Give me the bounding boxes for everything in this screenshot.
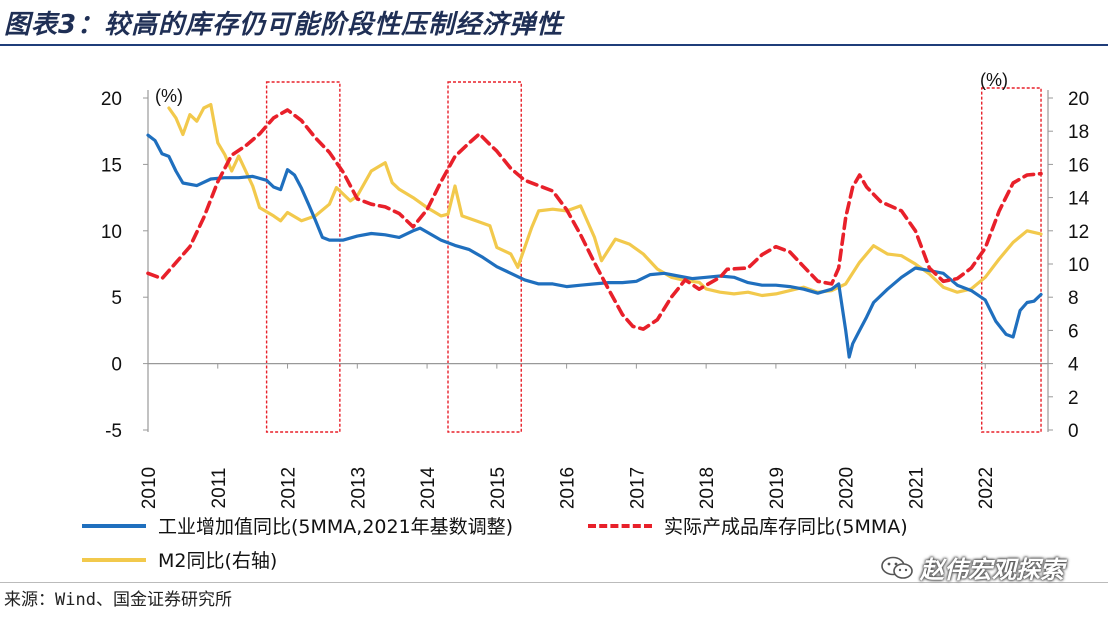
left-tick-label: 5	[111, 288, 122, 309]
wechat-icon	[881, 556, 913, 579]
legend-label-inventory: 实际产成品库存同比(5MMA)	[664, 516, 908, 538]
left-tick-label: 15	[101, 155, 122, 176]
footer-divider	[0, 582, 1108, 583]
highlight-box-2	[447, 81, 522, 433]
legend-item-m2: M2同比(右轴)	[82, 546, 277, 573]
left-tick-label: 20	[101, 89, 122, 110]
highlight-box-1	[265, 81, 341, 433]
x-tick-label: 2022	[976, 467, 997, 509]
legend-swatch-m2	[82, 557, 146, 562]
legend-label-m2: M2同比(右轴)	[158, 550, 278, 572]
chart-title: 图表3：较高的库存仍可能阶段性压制经济弹性	[4, 10, 564, 40]
x-tick-label: 2018	[697, 467, 718, 509]
right-tick-label: 2	[1068, 388, 1079, 409]
right-tick-label: 14	[1068, 189, 1090, 210]
right-tick-label: 12	[1068, 222, 1089, 243]
x-tick-label: 2016	[558, 467, 579, 509]
left-tick-label: -5	[105, 421, 122, 442]
legend-item-inventory: 实际产成品库存同比(5MMA)	[588, 512, 908, 539]
right-tick-label: 0	[1068, 421, 1079, 442]
watermark-text: 赵伟宏观探索	[920, 556, 1064, 584]
right-tick-label: 8	[1068, 288, 1079, 309]
x-tick-label: 2015	[488, 467, 509, 509]
right-tick-label: 16	[1068, 155, 1089, 176]
x-tick-label: 2014	[418, 466, 439, 509]
x-tick-label: 2017	[627, 467, 648, 509]
x-tick-label: 2019	[767, 467, 788, 509]
highlight-box-3	[981, 87, 1042, 433]
legend-swatch-industrial	[82, 523, 146, 528]
x-tick-label: 2011	[209, 468, 230, 509]
x-tick-label: 2013	[348, 467, 369, 509]
title-bar: 图表3：较高的库存仍可能阶段性压制经济弹性	[0, 0, 1108, 46]
right-tick-label: 4	[1068, 355, 1079, 376]
legend-swatch-inventory	[588, 523, 652, 528]
legend-item-industrial: 工业增加值同比(5MMA,2021年基数调整)	[82, 512, 513, 539]
x-tick-label: 2012	[279, 467, 300, 509]
right-axis-unit: (%)	[980, 70, 1008, 90]
left-tick-label: 0	[111, 355, 122, 376]
x-tick-label: 2020	[837, 467, 858, 509]
chart: -5 0 5 10 15 20 0 2 4 6 8 10 12 14 16 18 20 2010 2011 2012 2…	[101, 70, 1090, 509]
x-tick-label: 2010	[139, 467, 160, 509]
x-tick-label: 2021	[906, 467, 927, 509]
right-tick-label: 6	[1068, 321, 1079, 342]
right-tick-label: 20	[1068, 89, 1089, 110]
legend-label-industrial: 工业增加值同比(5MMA,2021年基数调整)	[158, 516, 514, 538]
series-line-m2	[167, 103, 1043, 298]
left-axis-unit: (%)	[155, 86, 183, 106]
right-tick-label: 18	[1068, 122, 1089, 143]
left-tick-label: 10	[101, 222, 122, 243]
watermark: 赵伟宏观探索	[880, 550, 1064, 585]
series-line-industrial	[146, 133, 1043, 359]
right-tick-label: 10	[1068, 255, 1089, 276]
source-note: 来源：Wind、国金证券研究所	[4, 590, 232, 610]
series-line-inventory	[146, 108, 1043, 331]
